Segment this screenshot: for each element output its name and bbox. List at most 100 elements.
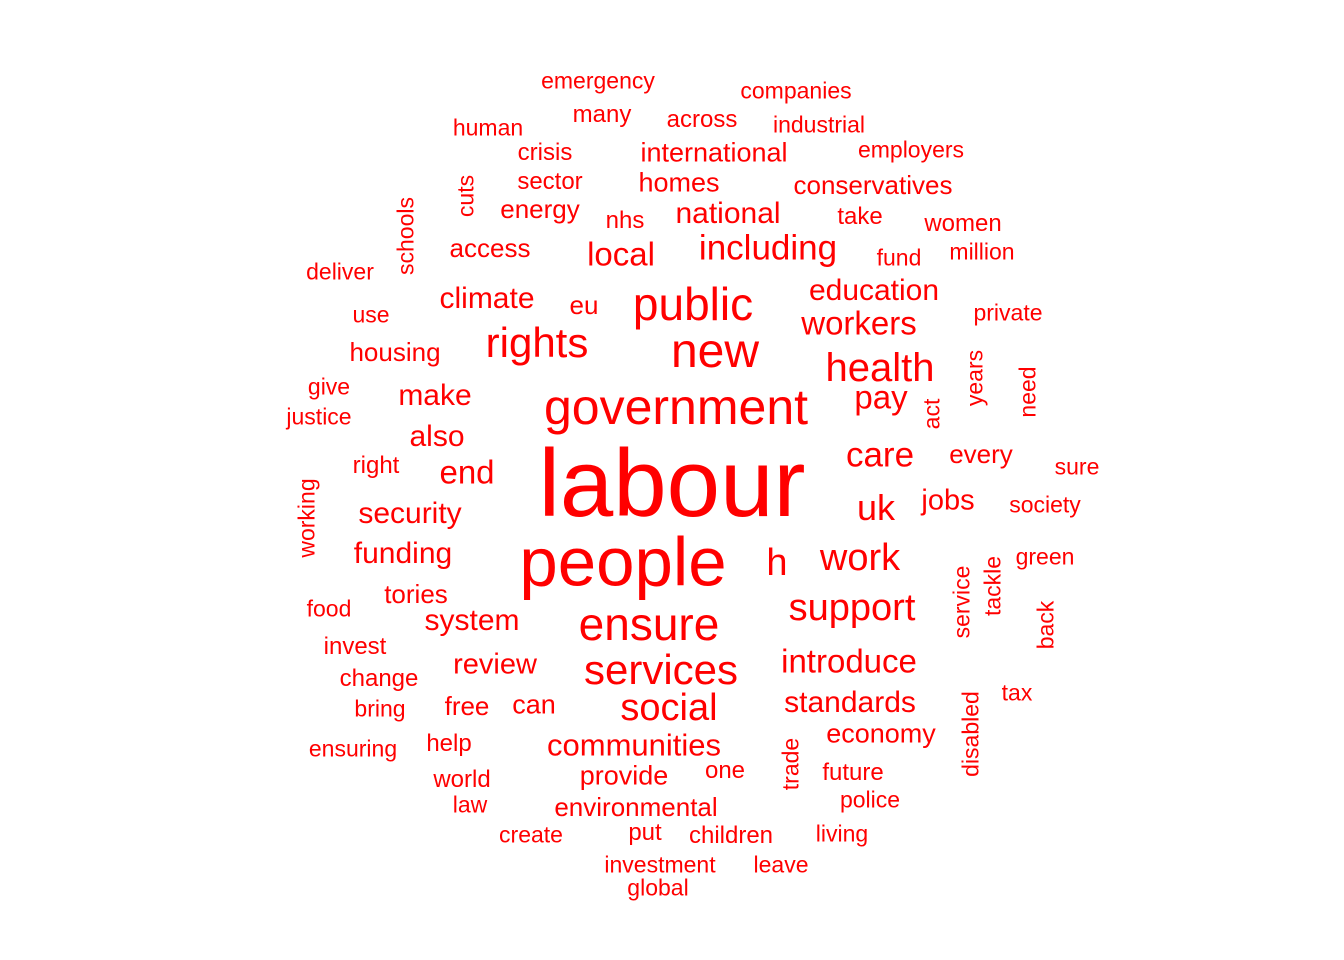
word-working: working	[293, 478, 320, 558]
word-ensure: ensure	[578, 598, 720, 650]
word-law: law	[452, 791, 488, 818]
word-jobs: jobs	[921, 484, 975, 517]
word-new: new	[670, 325, 760, 378]
word-crisis: crisis	[517, 139, 573, 166]
word-energy: energy	[500, 194, 580, 224]
word-act: act	[918, 398, 945, 430]
word-work: work	[819, 537, 901, 579]
word-employers: employers	[857, 136, 965, 163]
word-nhs: nhs	[605, 207, 645, 234]
word-public: public	[632, 278, 754, 330]
word-local: local	[587, 235, 655, 273]
word-security: security	[358, 497, 462, 530]
word-access: access	[449, 233, 531, 263]
word-years: years	[961, 349, 988, 407]
word-many: many	[572, 101, 632, 128]
word-tories: tories	[384, 579, 448, 609]
word-give: give	[307, 373, 351, 400]
word-people: people	[519, 523, 727, 601]
word-national: national	[675, 197, 781, 230]
word-support: support	[788, 587, 916, 629]
word-women: women	[924, 210, 1002, 237]
word-disabled: disabled	[957, 691, 984, 777]
word-rights: rights	[485, 319, 589, 366]
word-justice: justice	[286, 403, 352, 430]
word-services: services	[583, 646, 739, 693]
word-every: every	[949, 439, 1013, 469]
word-society: society	[1009, 491, 1081, 518]
word-standards: standards	[784, 686, 916, 719]
word-care: care	[845, 435, 915, 475]
word-government: government	[543, 379, 809, 435]
word-system: system	[424, 604, 520, 637]
word-economy: economy	[826, 718, 936, 749]
word-leave: leave	[753, 851, 809, 878]
word-need: need	[1014, 366, 1041, 418]
word-create: create	[499, 821, 563, 848]
word-fund: fund	[876, 244, 922, 271]
word-food: food	[306, 595, 352, 622]
word-million: million	[949, 238, 1015, 265]
word-private: private	[973, 299, 1043, 326]
word-international: international	[640, 137, 788, 168]
word-investment: investment	[604, 851, 716, 878]
word-right: right	[352, 452, 400, 479]
word-housing: housing	[349, 337, 441, 367]
word-environmental: environmental	[554, 792, 718, 822]
word-industrial: industrial	[772, 111, 866, 138]
word-one: one	[704, 757, 746, 784]
word-world: world	[433, 766, 491, 793]
word-service: service	[948, 565, 975, 639]
word-schools: schools	[392, 197, 419, 275]
word-police: police	[839, 786, 901, 813]
word-tackle: tackle	[979, 555, 1006, 617]
word-help: help	[426, 730, 472, 757]
word-pay: pay	[854, 378, 908, 416]
word-end: end	[439, 453, 495, 491]
word-cuts: cuts	[452, 174, 479, 218]
word-tax: tax	[1001, 679, 1033, 706]
word-including: including	[698, 228, 838, 268]
word-across: across	[666, 106, 738, 133]
word-companies: companies	[740, 77, 852, 104]
word-climate: climate	[439, 282, 535, 315]
word-free: free	[444, 691, 490, 721]
word-trade: trade	[777, 737, 804, 791]
word-living: living	[815, 820, 869, 847]
word-homes: homes	[638, 167, 720, 198]
word-invest: invest	[323, 633, 387, 660]
word-back: back	[1032, 600, 1059, 650]
word-change: change	[339, 665, 419, 692]
word-workers: workers	[801, 304, 917, 342]
word-funding: funding	[353, 537, 453, 570]
word-education: education	[808, 274, 940, 307]
word-communities: communities	[547, 727, 721, 763]
word-use: use	[352, 301, 390, 328]
word-also: also	[409, 420, 465, 453]
word-global: global	[627, 874, 689, 901]
word-labour: labour	[538, 430, 806, 537]
word-ensuring: ensuring	[308, 735, 398, 762]
word-emergency: emergency	[541, 67, 655, 94]
word-h: h	[766, 542, 788, 584]
word-put: put	[628, 819, 662, 846]
word-make: make	[398, 379, 472, 412]
word-children: children	[688, 822, 774, 849]
word-review: review	[453, 648, 537, 681]
word-introduce: introduce	[781, 642, 917, 680]
word-social: social	[620, 687, 718, 729]
word-green: green	[1015, 543, 1075, 570]
word-bring: bring	[354, 695, 406, 722]
word-sector: sector	[517, 168, 583, 195]
word-sure: sure	[1054, 453, 1100, 480]
word-deliver: deliver	[306, 258, 374, 285]
word-health: health	[825, 346, 935, 390]
word-provide: provide	[579, 760, 669, 791]
word-future: future	[822, 759, 884, 786]
word-uk: uk	[856, 487, 896, 528]
word-conservatives: conservatives	[793, 170, 953, 200]
word-can: can	[512, 689, 556, 720]
word-take: take	[837, 203, 883, 230]
word-eu: eu	[569, 290, 599, 320]
